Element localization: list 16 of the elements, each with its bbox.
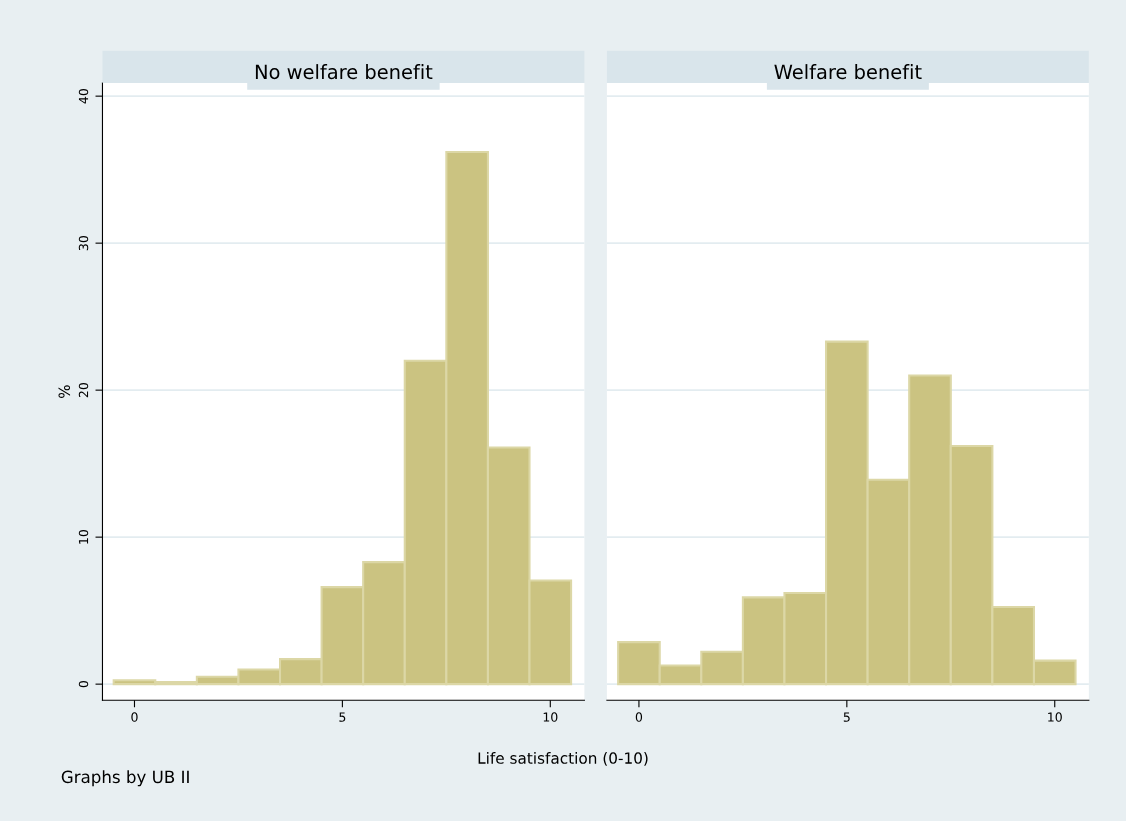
chart-title: No welfare benefit <box>255 64 433 80</box>
x-tick-label: 10 <box>1048 712 1062 722</box>
x-axis-title: Life satisfaction (0-10) <box>478 752 648 766</box>
x-tick-label: 5 <box>339 712 346 722</box>
chart-title: Welfare benefit <box>774 64 922 80</box>
y-tick-label: 0 <box>78 681 89 688</box>
x-tick-label: 0 <box>131 712 138 722</box>
y-tick-label: 30 <box>78 236 89 251</box>
y-tick-label: 40 <box>78 89 89 104</box>
x-tick-label: 10 <box>543 712 558 722</box>
text: Graphs by UB II <box>61 770 189 787</box>
y-tick-label: 10 <box>78 530 89 544</box>
x-tick-label: 5 <box>843 712 850 722</box>
x-tick-label: 0 <box>635 712 643 722</box>
y-tick-label: 20 <box>78 383 89 398</box>
y-axis-title: % <box>58 385 71 399</box>
